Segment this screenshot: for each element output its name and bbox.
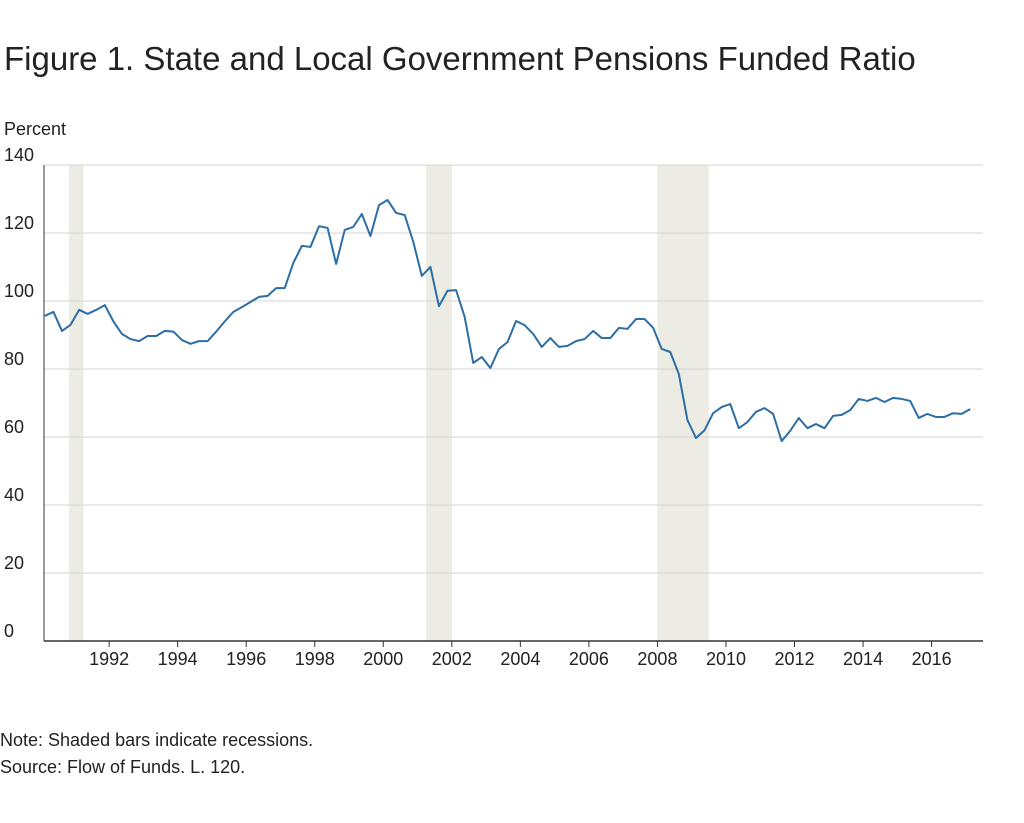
x-tick-label: 2002 xyxy=(432,649,472,669)
x-tick-label: 2004 xyxy=(500,649,540,669)
x-tick-label: 2006 xyxy=(569,649,609,669)
chart-title: Figure 1. State and Local Government Pen… xyxy=(4,40,916,77)
source: Source: Flow of Funds. L. 120. xyxy=(0,757,245,777)
y-tick-label: 80 xyxy=(4,349,24,369)
x-tick-label: 1994 xyxy=(158,649,198,669)
x-tick-label: 2012 xyxy=(774,649,814,669)
recession-band xyxy=(69,165,84,641)
recession-band xyxy=(657,165,709,641)
y-tick-label: 140 xyxy=(4,145,34,165)
x-tick-label: 1996 xyxy=(226,649,266,669)
data-line xyxy=(44,199,971,443)
x-tick-label: 2016 xyxy=(912,649,952,669)
y-tick-label: 40 xyxy=(4,485,24,505)
x-tick-label: 2010 xyxy=(706,649,746,669)
x-tick-label: 1998 xyxy=(295,649,335,669)
y-tick-label: 0 xyxy=(4,621,14,641)
y-axis-label: Percent xyxy=(4,119,66,139)
y-tick-label: 60 xyxy=(4,417,24,437)
note: Note: Shaded bars indicate recessions. xyxy=(0,730,313,750)
x-tick-label: 1992 xyxy=(89,649,129,669)
x-tick-label: 2000 xyxy=(363,649,403,669)
x-tick-label: 2008 xyxy=(637,649,677,669)
y-tick-label: 120 xyxy=(4,213,34,233)
recession-band xyxy=(426,165,452,641)
y-tick-label: 100 xyxy=(4,281,34,301)
y-tick-label: 20 xyxy=(4,553,24,573)
x-tick-label: 2014 xyxy=(843,649,883,669)
